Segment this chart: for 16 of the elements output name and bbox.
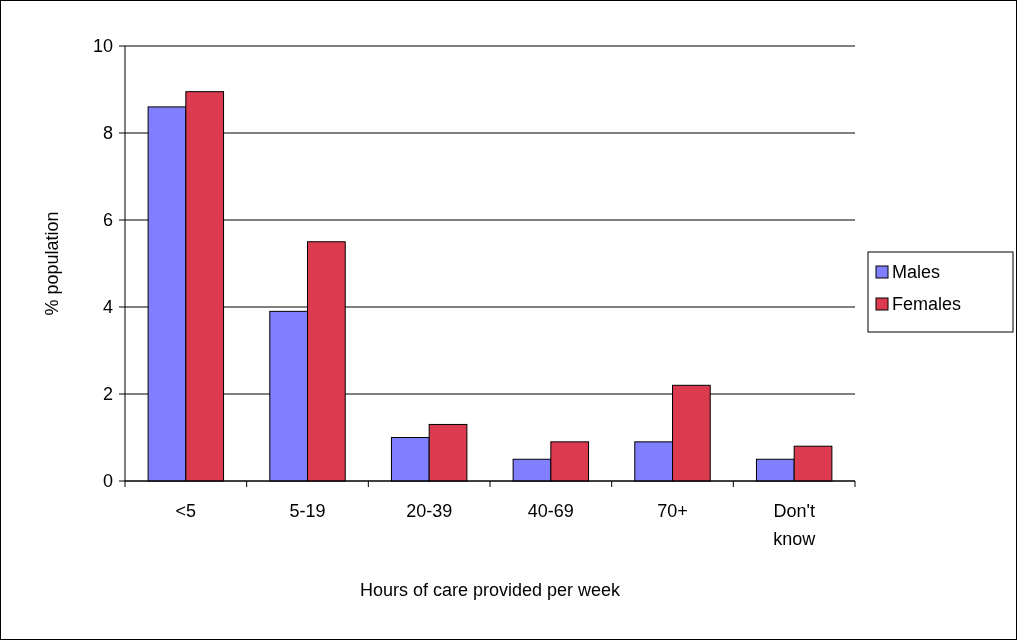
y-tick-label: 2 <box>102 384 113 405</box>
y-tick-label: 6 <box>102 210 113 231</box>
x-tick-label: 40-69 <box>527 501 574 521</box>
y-axis-title: % population <box>42 211 62 316</box>
y-tick-label: 4 <box>102 297 113 318</box>
y-tick-label: 8 <box>102 123 113 144</box>
x-axis-title: Hours of care provided per week <box>359 580 622 600</box>
x-tick-label: 20-39 <box>406 501 453 521</box>
y-tick-label: 0 <box>102 471 113 492</box>
legend-label: Females <box>892 294 962 315</box>
y-tick-label: 10 <box>92 36 113 57</box>
x-tick-label: 70+ <box>657 501 688 521</box>
x-tick-label: <5 <box>175 501 197 521</box>
x-tick-label: 5-19 <box>289 501 326 521</box>
legend-label: Males <box>892 262 941 283</box>
x-tick-label: Don't know <box>773 501 817 549</box>
